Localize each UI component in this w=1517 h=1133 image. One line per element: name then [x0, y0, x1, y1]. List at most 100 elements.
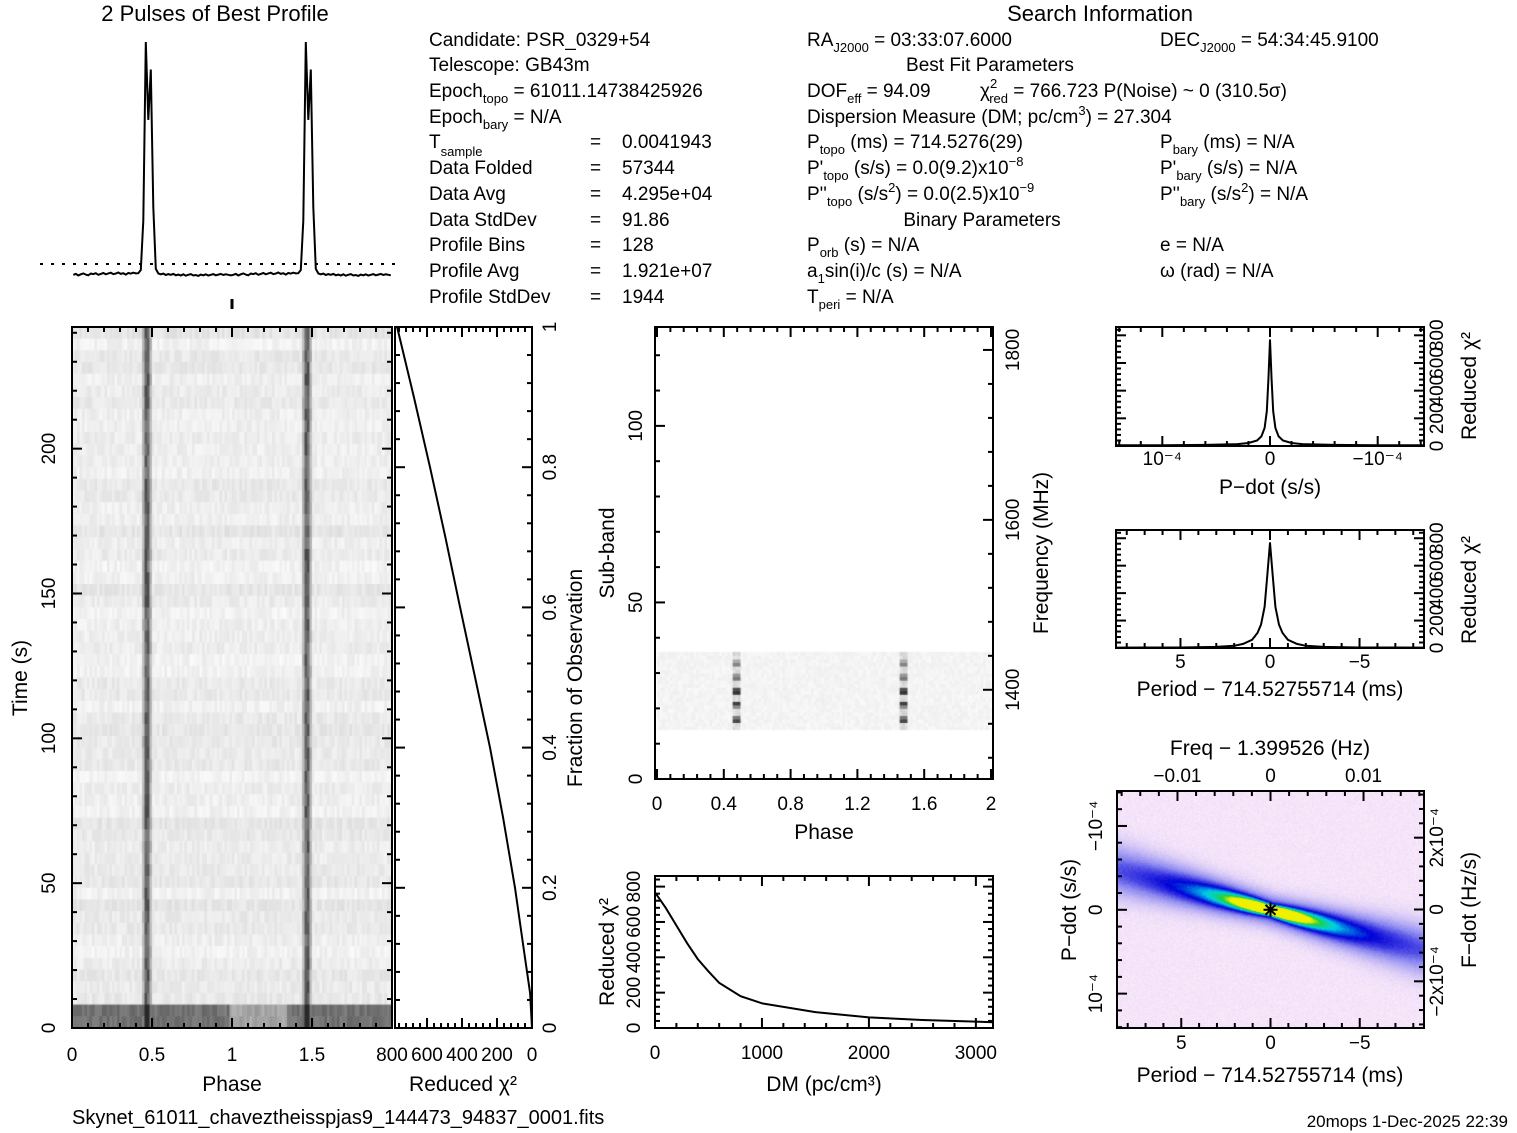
info-tsample-label: Tsample — [429, 132, 483, 159]
info-label: Data StdDev — [429, 210, 537, 231]
info-p-orb: Porb (s) = N/A — [807, 235, 920, 260]
info-label: Profile StdDev — [429, 287, 551, 308]
dm-frame — [654, 875, 994, 1029]
time-phase-x-tick-label: 0.5 — [139, 1045, 165, 1066]
subband-x-tick-label: 0.8 — [777, 794, 803, 815]
dm-y-tick-label: 800 — [624, 871, 645, 903]
period-y-tick-label: 600 — [1427, 550, 1448, 582]
info-value: 57344 — [622, 158, 675, 179]
pdot-curve-point — [1267, 378, 1270, 381]
pdot-x-tick-label: 10⁻⁴ — [1143, 449, 1182, 470]
pdot-curve — [1115, 339, 1425, 447]
pdot-y-tick-label: 0 — [1427, 441, 1448, 452]
chi2-fraction-x-tick-label: 800 — [376, 1045, 408, 1066]
info-label: Profile Avg — [429, 261, 519, 282]
dm-y-tick-label: 400 — [624, 941, 645, 973]
ppdot-ylabel: P−dot (s/s) — [1058, 859, 1081, 961]
dm-curve-point — [718, 982, 720, 984]
info-p-topo: Ptopo (ms) = 714.5276(29) — [807, 132, 1023, 157]
subband-x-tick-label: 0.4 — [711, 794, 738, 815]
ppdot-fdot-tick-label: 2x10⁻⁴ — [1427, 808, 1448, 867]
time-phase-y-tick-label: 150 — [39, 578, 60, 610]
info-epoch-topo: Epochtopo = 61011.14738425926 — [429, 81, 703, 106]
subband-xlabel: Phase — [794, 821, 854, 844]
chi2-fraction-y-tick-label: 0.8 — [540, 454, 561, 480]
period-curve-point — [1251, 638, 1253, 641]
dm-curve-point — [739, 995, 742, 997]
pdot-xlabel: P−dot (s/s) — [1219, 476, 1321, 499]
dm-curve-point — [696, 958, 699, 960]
profile-title: 2 Pulses of Best Profile — [101, 1, 328, 26]
chi2-fraction-x-tick-label: 200 — [481, 1045, 513, 1066]
chi2-fraction-line-point — [444, 536, 447, 539]
subband-x-tick-label: 0 — [652, 794, 663, 815]
pdot-curve-point — [1282, 439, 1284, 442]
info-candidate: Candidate: PSR_0329+54 — [429, 30, 651, 51]
info-value: 91.86 — [622, 210, 670, 231]
subband-phase-greyscale — [655, 327, 993, 779]
info-e: e = N/A — [1160, 235, 1224, 256]
candidate-info: Candidate: PSR_0329+54 Telescope: GB43m … — [429, 30, 713, 308]
period-y-tick-label: 0 — [1427, 643, 1448, 654]
period-curve-point — [1287, 638, 1289, 641]
pdot-curve-point — [1256, 439, 1258, 442]
ppdot-freq-tick-label: 0 — [1265, 766, 1276, 787]
search-info-title: Search Information — [1007, 1, 1193, 26]
pdot-y-tick-label: 200 — [1427, 402, 1448, 434]
period-ylabel: Reduced χ² — [1458, 536, 1481, 644]
chi2-fraction-y-tick-label: 1 — [540, 322, 561, 333]
dm-ylabel: Reduced χ² — [596, 898, 619, 1006]
ppdot-freq-tick-label: 0.01 — [1345, 766, 1382, 787]
period-curve-point — [1271, 574, 1274, 577]
period-curve-point — [1281, 632, 1284, 634]
subband-y-tick-label: 100 — [626, 410, 647, 442]
dm-curve-point — [664, 907, 667, 909]
ppdot-x-tick-label: −5 — [1349, 1033, 1371, 1054]
ppdot-y-tick-label: 0 — [1086, 905, 1107, 916]
info-value: 128 — [622, 235, 654, 256]
chi2-fraction-line-point — [474, 676, 476, 679]
ppdot-x-tick-label: 0 — [1265, 1033, 1276, 1054]
bary-info: DECJ2000 = 54:34:45.9100 Pbary (ms) = N/… — [1160, 30, 1379, 282]
pdot-curve-point — [1263, 427, 1266, 429]
pdot-curve-point — [1265, 410, 1268, 413]
frequency-ylabel: Frequency (MHz) — [1030, 472, 1053, 634]
subband-frame — [654, 326, 994, 780]
period-y-tick-label: 400 — [1427, 577, 1448, 609]
period-curve-point — [1296, 643, 1298, 645]
chi2-fraction-y-tick-label: 0.2 — [540, 875, 561, 901]
ppdot-y2label: F−dot (Hz/s) — [1458, 852, 1481, 968]
time-phase-greyscale — [72, 327, 392, 1028]
subband-x-tick-label: 1.6 — [911, 794, 937, 815]
period-x-tick-label: 0 — [1265, 652, 1276, 673]
dm-curve — [654, 891, 994, 1024]
info-value: 1944 — [622, 287, 665, 308]
dm-x-tick-label: 1000 — [741, 1043, 783, 1064]
time-phase-ylabel: Time (s) — [9, 640, 32, 716]
time-phase-y-tick-label: 50 — [39, 873, 60, 894]
period-curve-point — [1266, 574, 1269, 577]
period-curve-point — [1274, 606, 1277, 608]
ppdot-xlabel: Period − 714.52755714 (ms) — [1137, 1064, 1404, 1087]
period-x-tick-label: 5 — [1175, 652, 1186, 673]
info-pddot-bary: P''bary (s/s2) = N/A — [1160, 180, 1308, 209]
chi2-fraction-xlabel: Reduced χ² — [409, 1073, 517, 1096]
info-eq: = — [590, 287, 601, 308]
dm-curve-point — [921, 1019, 924, 1021]
pdot-ylabel: Reduced χ² — [1458, 332, 1481, 440]
info-eq: = — [590, 235, 601, 256]
info-label: Profile Bins — [429, 235, 525, 256]
chi2-fraction-y-tick-label: 0.4 — [540, 734, 561, 761]
dm-x-tick-label: 3000 — [955, 1043, 997, 1064]
info-eq: = — [590, 132, 601, 153]
period-curve — [1115, 542, 1425, 649]
info-epoch-bary: Epochbary = N/A — [429, 107, 562, 132]
frequency-y-tick-label: 1400 — [1003, 669, 1024, 711]
pdot-y-tick-label: 600 — [1427, 347, 1448, 379]
period-curve-point — [1260, 623, 1262, 626]
subband-x-tick-label: 2 — [986, 794, 997, 815]
period-y-tick-label: 200 — [1427, 605, 1448, 637]
info-dec: DECJ2000 = 54:34:45.9100 — [1160, 30, 1379, 55]
info-omega: ω (rad) = N/A — [1160, 261, 1274, 282]
